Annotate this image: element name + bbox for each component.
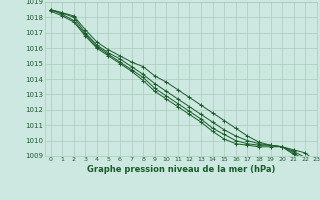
X-axis label: Graphe pression niveau de la mer (hPa): Graphe pression niveau de la mer (hPa) — [87, 165, 275, 174]
